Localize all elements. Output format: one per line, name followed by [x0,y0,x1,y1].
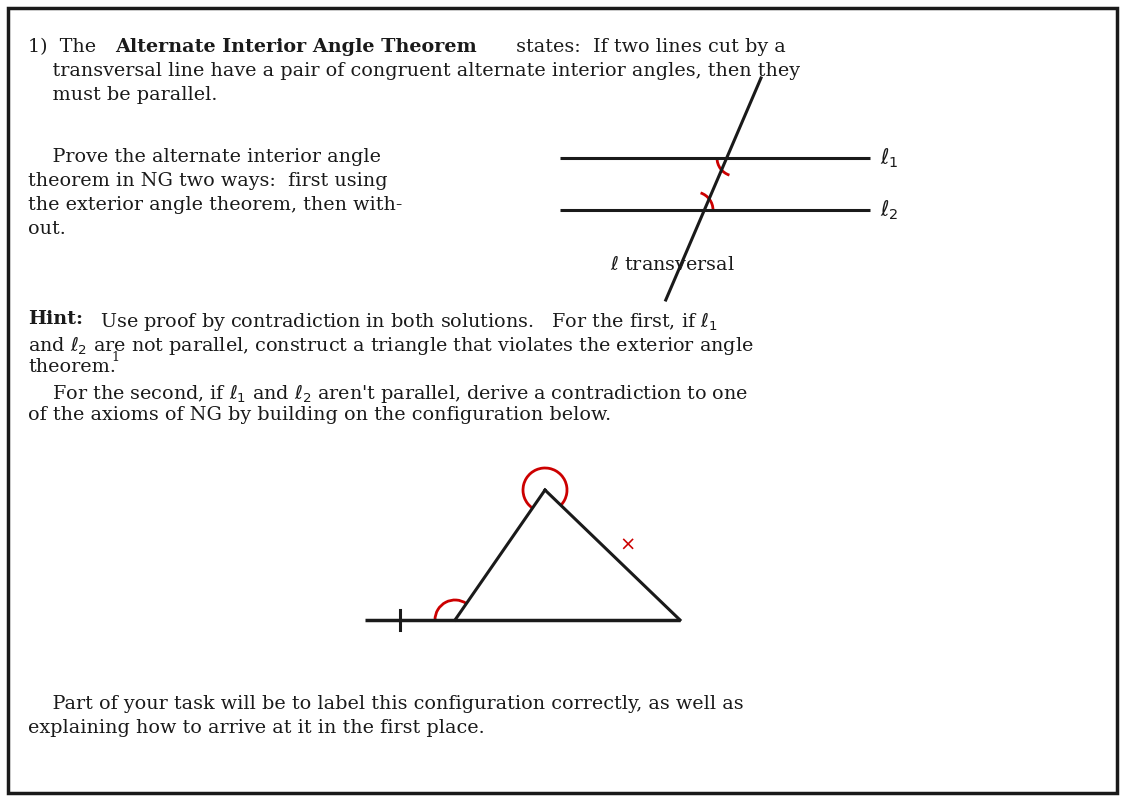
Text: out.: out. [28,220,65,238]
Text: states:  If two lines cut by a: states: If two lines cut by a [510,38,785,56]
Text: For the second, if $\ell_1$ and $\ell_2$ aren't parallel, derive a contradiction: For the second, if $\ell_1$ and $\ell_2$… [28,382,748,405]
Text: must be parallel.: must be parallel. [28,86,217,104]
Text: and $\ell_2$ are not parallel, construct a triangle that violates the exterior a: and $\ell_2$ are not parallel, construct… [28,334,754,357]
Text: Alternate Interior Angle Theorem: Alternate Interior Angle Theorem [115,38,477,56]
Text: $\ell_1$: $\ell_1$ [880,147,899,170]
Text: 1: 1 [111,351,119,364]
Text: Part of your task will be to label this configuration correctly, as well as: Part of your task will be to label this … [28,695,744,713]
Text: theorem in NG two ways:  first using: theorem in NG two ways: first using [28,172,388,190]
Text: Hint:: Hint: [28,310,83,328]
Text: $\ell$ transversal: $\ell$ transversal [610,255,735,274]
Text: Prove the alternate interior angle: Prove the alternate interior angle [28,148,381,166]
Text: of the axioms of NG by building on the configuration below.: of the axioms of NG by building on the c… [28,406,611,424]
Text: $\ell_2$: $\ell_2$ [880,198,899,222]
Text: transversal line have a pair of congruent alternate interior angles, then they: transversal line have a pair of congruen… [28,62,800,80]
Text: Use proof by contradiction in both solutions.   For the first, if $\ell_1$: Use proof by contradiction in both solut… [88,310,718,333]
Text: explaining how to arrive at it in the first place.: explaining how to arrive at it in the fi… [28,719,485,737]
Text: $\times$: $\times$ [619,536,634,554]
Text: 1)  The: 1) The [28,38,102,56]
Text: theorem.: theorem. [28,358,116,376]
Text: the exterior angle theorem, then with-: the exterior angle theorem, then with- [28,196,403,214]
